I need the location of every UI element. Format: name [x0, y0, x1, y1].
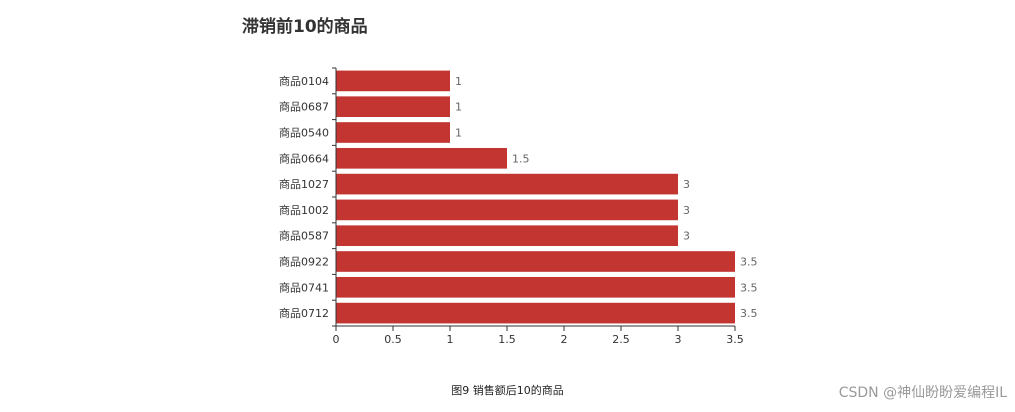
category-label: 商品1002 — [279, 203, 329, 217]
data-label: 1 — [455, 127, 462, 140]
bar — [336, 251, 735, 272]
labels-layer: 商品0104 1 商品0687 1 商品0540 1 商品0664 1.5 商品1027 3 商品1… — [279, 74, 758, 346]
bar — [336, 302, 735, 324]
bars-layer — [336, 70, 735, 324]
data-label: 3.5 — [740, 307, 758, 320]
data-label: 3 — [683, 204, 690, 217]
data-label: 1.5 — [512, 152, 530, 165]
category-label: 商品0922 — [279, 255, 329, 269]
x-tick-label: 2 — [561, 333, 568, 346]
chart-title: 滞销前10的商品 — [242, 17, 368, 37]
bar — [336, 70, 450, 92]
bar — [336, 276, 735, 298]
x-tick-label: 3 — [675, 333, 682, 346]
x-tick-label: 0.5 — [384, 333, 402, 346]
data-label: 1 — [455, 75, 462, 88]
bar — [336, 96, 450, 118]
category-label: 商品1027 — [279, 177, 329, 191]
bar — [336, 147, 507, 169]
x-tick-label: 2.5 — [612, 333, 630, 346]
bar — [336, 199, 678, 221]
axes-layer — [332, 67, 736, 331]
bar — [336, 225, 678, 247]
category-label: 商品0104 — [279, 74, 329, 88]
bar — [336, 173, 678, 195]
figure-caption: 图9 销售额后10的商品 — [451, 384, 564, 397]
category-label: 商品0687 — [279, 100, 329, 114]
category-label: 商品0587 — [279, 229, 329, 243]
data-label: 3 — [683, 230, 690, 243]
watermark-text: CSDN @神仙盼盼爱编程IL — [838, 385, 1007, 401]
data-label: 3 — [683, 178, 690, 191]
bar — [336, 122, 450, 143]
x-tick-label: 3.5 — [726, 333, 744, 346]
category-label: 商品0540 — [279, 126, 329, 140]
x-tick-label: 0 — [333, 333, 340, 346]
category-label: 商品0712 — [279, 306, 329, 320]
category-label: 商品0664 — [279, 151, 329, 165]
x-tick-label: 1.5 — [498, 333, 516, 346]
data-label: 3.5 — [740, 281, 758, 294]
data-label: 1 — [455, 101, 462, 114]
category-label: 商品0741 — [279, 280, 329, 294]
x-tick-label: 1 — [447, 333, 454, 346]
data-label: 3.5 — [740, 256, 758, 269]
